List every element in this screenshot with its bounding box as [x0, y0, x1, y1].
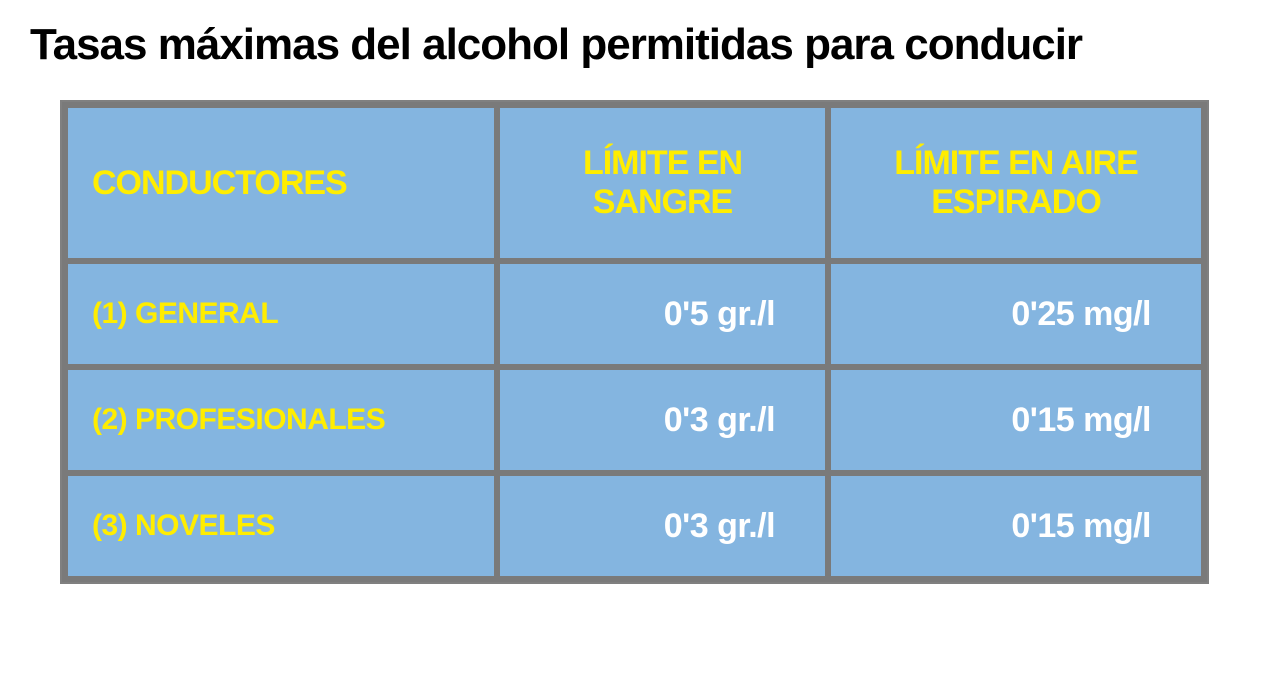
table-container: CONDUCTORES LÍMITE EN SANGRE LÍMITE EN A…	[30, 100, 1239, 584]
row-label-general: (1) GENERAL	[68, 264, 494, 364]
column-header-blood-limit: LÍMITE EN SANGRE	[500, 108, 825, 258]
table-row: (2) PROFESIONALES 0'3 gr./l 0'15 mg/l	[68, 370, 1201, 470]
table-row: (3) NOVELES 0'3 gr./l 0'15 mg/l	[68, 476, 1201, 576]
cell-novices-air: 0'15 mg/l	[831, 476, 1201, 576]
page-title: Tasas máximas del alcohol permitidas par…	[30, 20, 1239, 70]
table-row: (1) GENERAL 0'5 gr./l 0'25 mg/l	[68, 264, 1201, 364]
cell-novices-blood: 0'3 gr./l	[500, 476, 825, 576]
row-label-novices: (3) NOVELES	[68, 476, 494, 576]
column-header-drivers: CONDUCTORES	[68, 108, 494, 258]
cell-general-air: 0'25 mg/l	[831, 264, 1201, 364]
cell-professionals-air: 0'15 mg/l	[831, 370, 1201, 470]
cell-general-blood: 0'5 gr./l	[500, 264, 825, 364]
alcohol-limits-table: CONDUCTORES LÍMITE EN SANGRE LÍMITE EN A…	[60, 100, 1209, 584]
column-header-air-limit: LÍMITE EN AIRE ESPIRADO	[831, 108, 1201, 258]
cell-professionals-blood: 0'3 gr./l	[500, 370, 825, 470]
table-header-row: CONDUCTORES LÍMITE EN SANGRE LÍMITE EN A…	[68, 108, 1201, 258]
row-label-professionals: (2) PROFESIONALES	[68, 370, 494, 470]
